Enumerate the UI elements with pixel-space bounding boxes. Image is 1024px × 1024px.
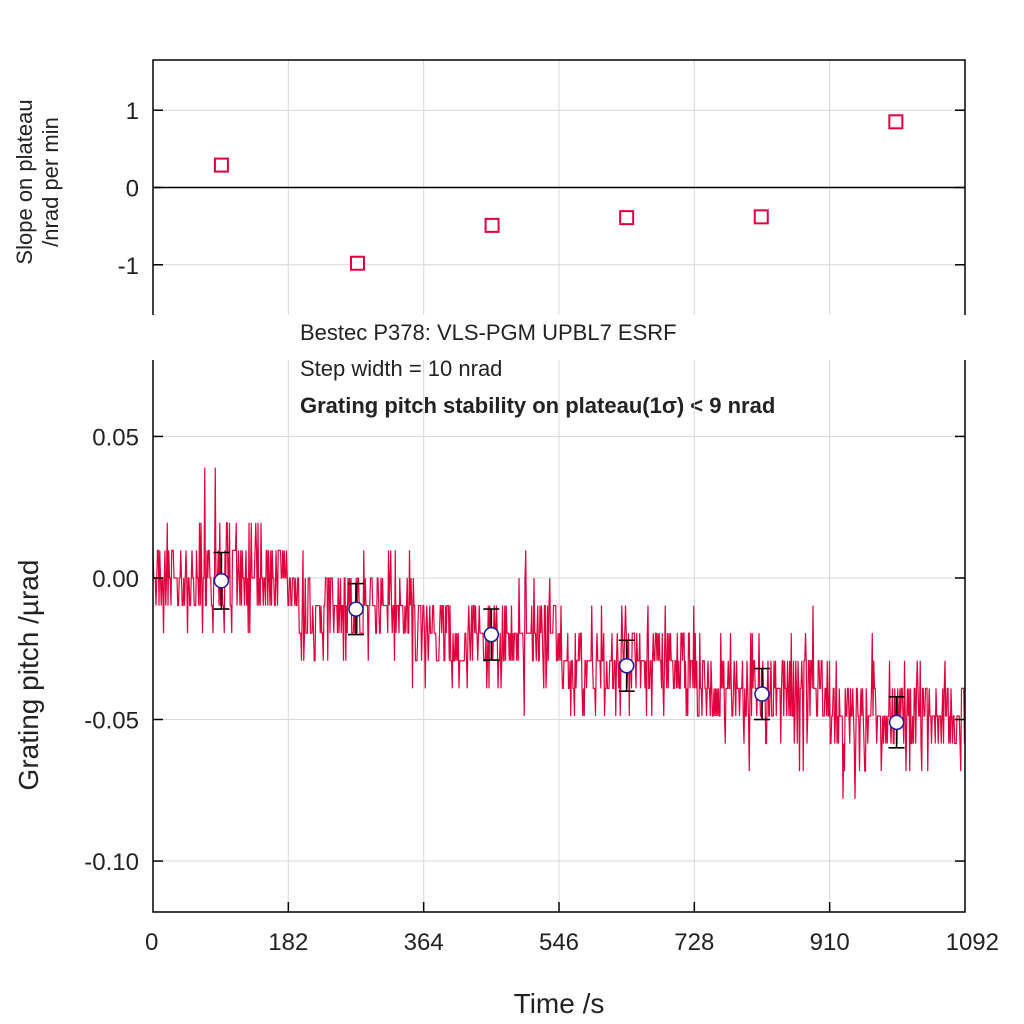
top-panel: 1 0 -1 Slope on plateau /nrad per min: [12, 59, 966, 315]
bottom-xtick-label-6: 1092: [946, 929, 999, 956]
top-ytick-label-2: -1: [118, 253, 139, 280]
bottom-xtick-label-1: 182: [268, 929, 308, 956]
mean-point-5: [888, 714, 905, 731]
title-line3: Grating pitch stability on plateau(1σ) <…: [300, 393, 775, 418]
top-point-4: [753, 209, 769, 225]
mean-point-4: [754, 686, 770, 702]
title-line1: Bestec P378: VLS-PGM UPBL7 ESRF: [300, 320, 677, 345]
bottom-ylabel: Grating pitch /µrad: [13, 560, 44, 791]
top-point-3: [619, 210, 635, 226]
bottom-ticks: 0 182 364 546 728 910 1092 0.05 0.00 -0.05 -0.10: [84, 424, 999, 956]
top-ytick-label-0: 1: [126, 98, 139, 125]
mean-point-0: [213, 573, 230, 589]
bottom-xtick-label-5: 910: [810, 929, 850, 956]
bottom-ytick-label-2: -0.05: [84, 708, 139, 735]
mean-point-3: [618, 657, 635, 674]
top-point-0: [213, 157, 229, 173]
bottom-panel: 0 182 364 546 728 910 1092 0.05 0.00 -0.05 -0.10 G…: [13, 360, 999, 1019]
bottom-xlabel: Time /s: [514, 988, 605, 1019]
bottom-ytick-label-1: 0.00: [92, 566, 139, 593]
top-ylabel-line2: /nrad per min: [38, 117, 63, 247]
bottom-ytick-label-3: -0.10: [84, 849, 139, 876]
top-points: [213, 114, 904, 271]
top-ticks: 1 0 -1: [118, 98, 965, 280]
top-ytick-label-1: 0: [126, 176, 139, 203]
bottom-xtick-label-4: 728: [674, 929, 714, 956]
bottom-xtick-label-3: 546: [539, 929, 579, 956]
top-point-2: [484, 217, 500, 233]
signal-trace: [152, 467, 966, 799]
mean-point-2: [483, 626, 500, 643]
bottom-ytick-label-0: 0.05: [92, 424, 139, 451]
bottom-mean-points: [213, 573, 905, 731]
title-line2: Step width = 10 nrad: [300, 356, 502, 381]
bottom-xtick-label-0: 0: [145, 929, 158, 956]
top-ylabel-line1: Slope on plateau: [12, 99, 37, 264]
top-point-1: [349, 255, 365, 271]
chart-title: Bestec P378: VLS-PGM UPBL7 ESRF Step wid…: [300, 320, 775, 418]
bottom-xtick-label-2: 364: [404, 929, 444, 956]
top-point-5: [888, 114, 904, 130]
mean-point-1: [348, 601, 364, 617]
